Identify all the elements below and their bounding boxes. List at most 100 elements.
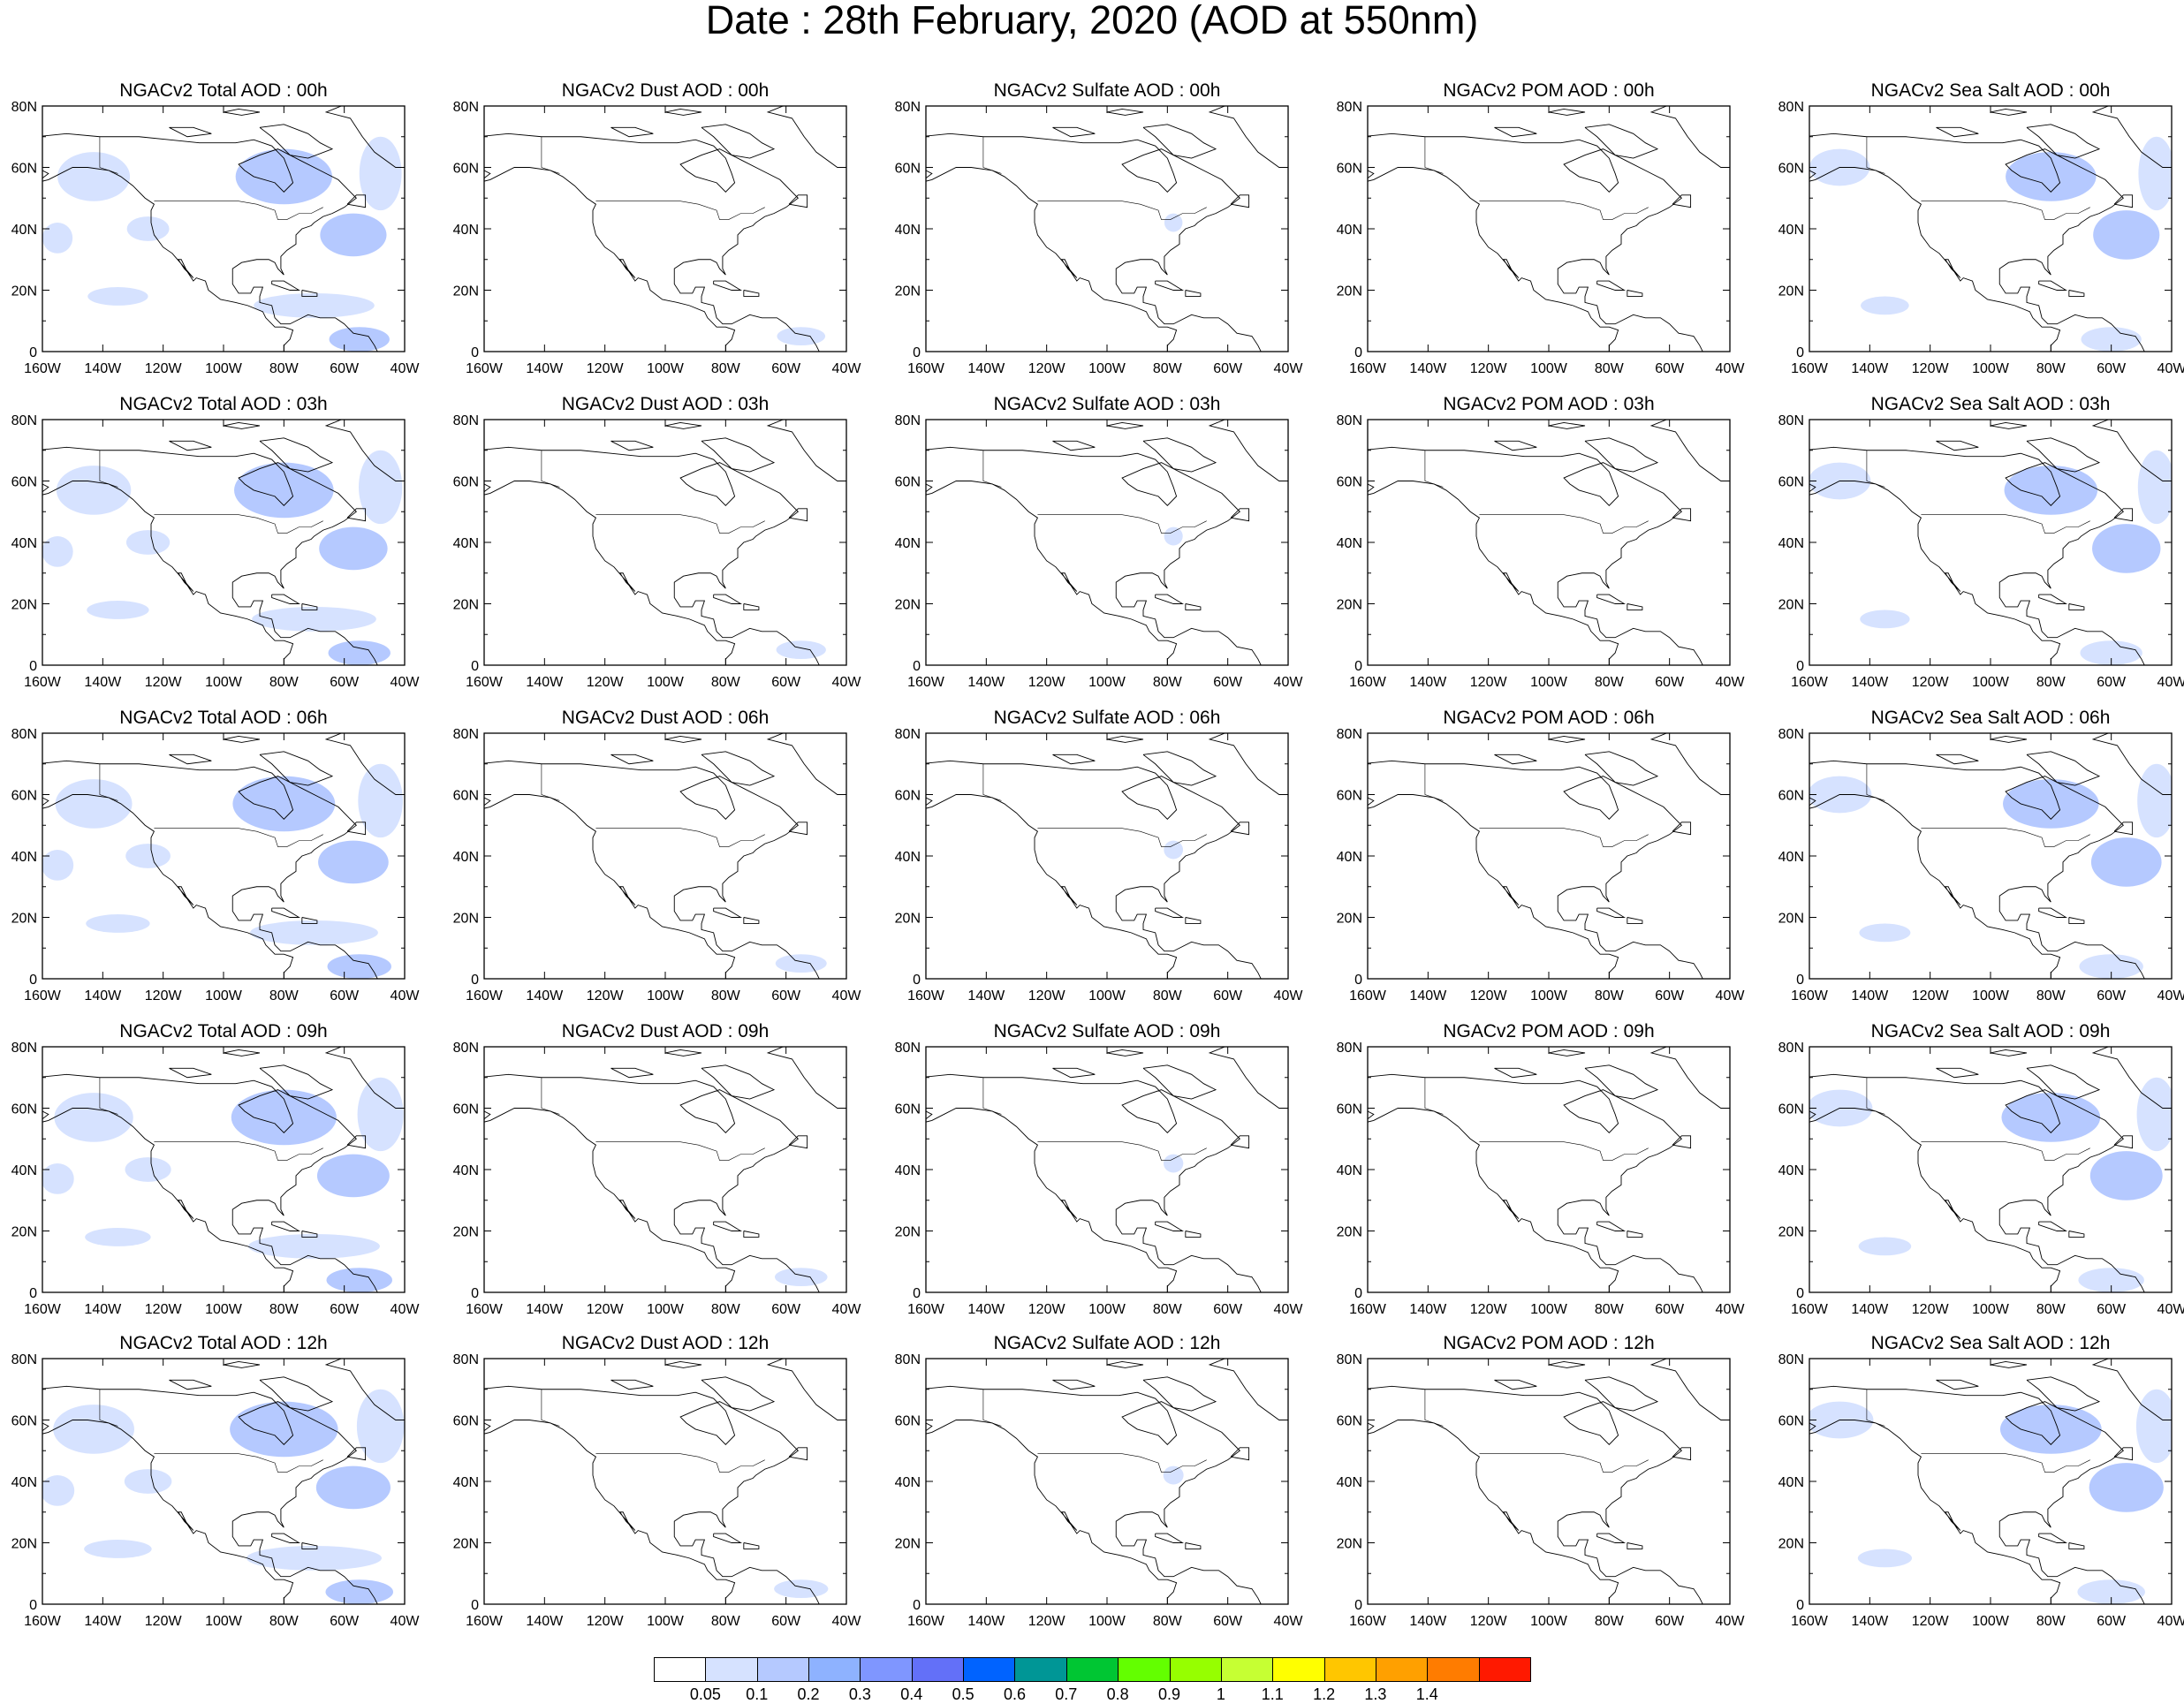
lon-label: 60W bbox=[2097, 988, 2127, 1003]
lat-label: 40N bbox=[1337, 223, 1362, 238]
coast-line bbox=[1230, 1135, 1250, 1149]
aod-field bbox=[42, 1389, 405, 1604]
lat-label: 20N bbox=[1778, 912, 1804, 927]
lat-label: 20N bbox=[11, 598, 37, 613]
coast-line bbox=[1155, 594, 1185, 604]
aod-blob bbox=[53, 1405, 135, 1454]
lon-label: 40W bbox=[1274, 1302, 1304, 1317]
panel-title: NGACv2 Total AOD : 00h bbox=[119, 80, 327, 101]
political-border bbox=[982, 450, 1002, 488]
coast-line bbox=[1155, 907, 1185, 918]
lat-label: 0 bbox=[1796, 345, 1804, 360]
political-border bbox=[1866, 763, 1885, 801]
coast-line bbox=[1106, 736, 1144, 743]
lon-label: 140W bbox=[84, 1614, 122, 1629]
panel-title: NGACv2 Dust AOD : 00h bbox=[562, 80, 770, 101]
colorbar-cell bbox=[808, 1657, 861, 1682]
lat-label: 60N bbox=[895, 1102, 921, 1117]
lat-label: 40N bbox=[895, 536, 921, 551]
aod-field bbox=[1164, 840, 1184, 860]
colorbar-label: 0.2 bbox=[797, 1685, 820, 1703]
aod-blob bbox=[328, 640, 391, 665]
coast-line bbox=[1584, 124, 1659, 159]
lat-label: 40N bbox=[11, 223, 37, 238]
coast-line bbox=[484, 760, 820, 979]
coast-line bbox=[1548, 1361, 1586, 1368]
aod-field bbox=[1163, 1154, 1184, 1173]
colorbar-cell bbox=[1118, 1657, 1171, 1682]
panel-title: NGACv2 Sulfate AOD : 09h bbox=[994, 1021, 1221, 1041]
lat-label: 80N bbox=[453, 1352, 479, 1367]
lon-label: 160W bbox=[1349, 675, 1387, 690]
coast-line bbox=[223, 1361, 261, 1368]
coast-line bbox=[2068, 290, 2085, 297]
lon-label: 160W bbox=[1791, 361, 1829, 376]
political-border bbox=[1424, 1389, 1444, 1427]
coast-line bbox=[484, 1385, 820, 1604]
lon-label: 160W bbox=[24, 988, 62, 1003]
coast-line bbox=[2113, 194, 2134, 208]
panel-title: NGACv2 POM AOD : 12h bbox=[1443, 1333, 1654, 1353]
lon-label: 80W bbox=[1153, 675, 1183, 690]
political-border bbox=[1424, 136, 1444, 174]
coast-line bbox=[1368, 133, 1703, 352]
aod-blob bbox=[1858, 1237, 1912, 1256]
lat-label: 20N bbox=[453, 912, 479, 927]
aod-blob bbox=[2092, 524, 2161, 573]
lat-label: 20N bbox=[453, 1225, 479, 1240]
colorbar-label: 1 bbox=[1216, 1685, 1225, 1703]
lon-label: 100W bbox=[205, 675, 243, 690]
coast-line bbox=[1494, 754, 1537, 765]
lon-label: 100W bbox=[1972, 361, 2010, 376]
coast-line bbox=[1548, 1049, 1586, 1056]
lon-label: 40W bbox=[1716, 1614, 1746, 1629]
coast-line bbox=[1809, 760, 2145, 979]
coast-line bbox=[1672, 508, 1692, 522]
coast-line bbox=[1584, 751, 1659, 786]
coast-line bbox=[926, 1385, 1262, 1604]
coast-line bbox=[1106, 422, 1144, 429]
political-border bbox=[1479, 1141, 1649, 1161]
aod-blob bbox=[2089, 1463, 2164, 1512]
coast-line bbox=[223, 109, 261, 116]
political-border bbox=[982, 136, 1002, 174]
lat-label: 40N bbox=[1337, 1475, 1362, 1490]
coast-line bbox=[2113, 1135, 2134, 1149]
coast-line bbox=[324, 1359, 405, 1420]
coast-line bbox=[2113, 1447, 2134, 1461]
aod-blob bbox=[84, 1540, 152, 1558]
lon-label: 160W bbox=[1791, 1302, 1829, 1317]
colorbar-cell bbox=[1323, 1657, 1376, 1682]
coastline bbox=[42, 420, 405, 665]
lon-label: 120W bbox=[1028, 1614, 1066, 1629]
coast-line bbox=[42, 760, 378, 979]
lon-label: 120W bbox=[1912, 675, 1950, 690]
political-border bbox=[595, 1141, 765, 1161]
coastline bbox=[1368, 733, 1730, 979]
lon-label: 60W bbox=[330, 1614, 360, 1629]
lat-label: 60N bbox=[1778, 475, 1804, 490]
coastline bbox=[926, 1047, 1288, 1292]
coast-line bbox=[2068, 603, 2085, 610]
lat-label: 20N bbox=[1778, 598, 1804, 613]
lat-label: 60N bbox=[1778, 789, 1804, 804]
lon-label: 40W bbox=[2157, 361, 2184, 376]
aod-blob bbox=[55, 779, 133, 829]
political-border bbox=[1479, 828, 1649, 847]
lon-label: 140W bbox=[1851, 675, 1889, 690]
coast-line bbox=[324, 733, 405, 795]
aod-blob bbox=[126, 216, 170, 241]
coast-line bbox=[713, 907, 743, 918]
political-border bbox=[595, 828, 765, 847]
coast-line bbox=[42, 133, 378, 352]
coast-line bbox=[701, 1376, 776, 1412]
coast-line bbox=[1596, 280, 1627, 291]
coast-line bbox=[788, 1447, 808, 1461]
coast-line bbox=[1649, 1359, 1730, 1420]
lon-label: 120W bbox=[1912, 1614, 1950, 1629]
lon-label: 40W bbox=[1716, 988, 1746, 1003]
coast-line bbox=[788, 822, 808, 836]
aod-field bbox=[42, 1077, 404, 1292]
coast-line bbox=[743, 290, 760, 297]
lat-label: 0 bbox=[913, 1598, 921, 1613]
